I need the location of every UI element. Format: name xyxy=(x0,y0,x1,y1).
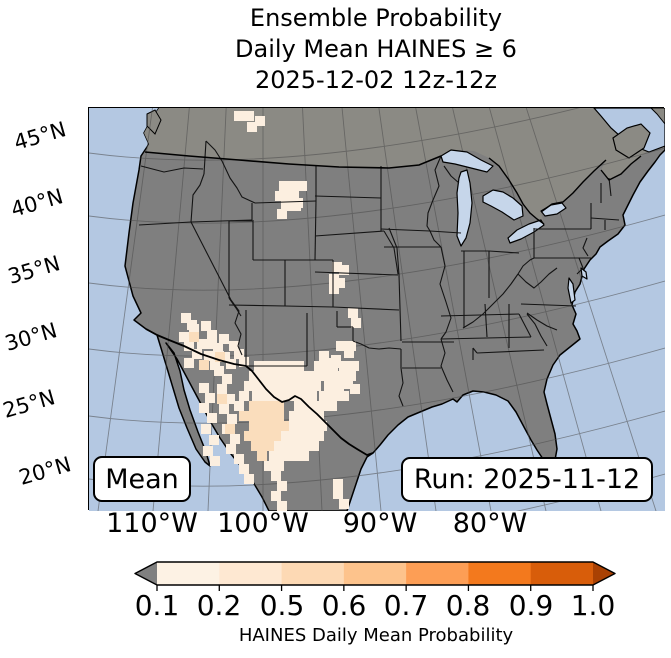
title-line-1: Ensemble Probability xyxy=(249,4,503,32)
colorbar-tick-0.6: 0.6 xyxy=(321,589,367,622)
colorbar-tick-0.7: 0.7 xyxy=(383,589,429,622)
figure-title: Ensemble Probability Daily Mean HAINES ≥… xyxy=(88,3,664,96)
colorbar-tick-0.2: 0.2 xyxy=(196,589,242,622)
lon-label-100°W: 100°W xyxy=(217,508,309,539)
colorbar-tick-0.9: 0.9 xyxy=(508,589,554,622)
map-axes: Mean Run: 2025-11-12 xyxy=(88,17,666,550)
title-line-3: 2025-12-02 12z-12z xyxy=(254,66,498,94)
colorbar-tick-0.8: 0.8 xyxy=(445,589,491,622)
colorbar-caption: HAINES Daily Mean Probability xyxy=(238,625,514,646)
run-box: Run: 2025-11-12 xyxy=(401,457,653,502)
lat-label-40°N: 40°N xyxy=(8,184,66,222)
lat-label-20°N: 20°N xyxy=(16,452,74,490)
lat-label-30°N: 30°N xyxy=(2,318,60,356)
lat-label-35°N: 35°N xyxy=(5,251,63,289)
lat-label-45°N: 45°N xyxy=(11,117,69,155)
probability-map xyxy=(88,17,666,550)
statistic-box: Mean xyxy=(93,456,191,502)
colorbar xyxy=(134,561,616,591)
lon-label-110°W: 110°W xyxy=(106,508,198,539)
run-label: Run: 2025-11-12 xyxy=(413,464,641,495)
title-line-2: Daily Mean HAINES ≥ 6 xyxy=(235,35,517,63)
lon-label-80°W: 80°W xyxy=(452,508,528,539)
lat-label-25°N: 25°N xyxy=(0,385,58,423)
colorbar-tick-0.1: 0.1 xyxy=(134,589,180,622)
statistic-label: Mean xyxy=(105,463,179,495)
lon-label-90°W: 90°W xyxy=(342,508,418,539)
colorbar-tick-1.0: 1.0 xyxy=(570,589,616,622)
colorbar-tick-0.5: 0.5 xyxy=(259,589,305,622)
